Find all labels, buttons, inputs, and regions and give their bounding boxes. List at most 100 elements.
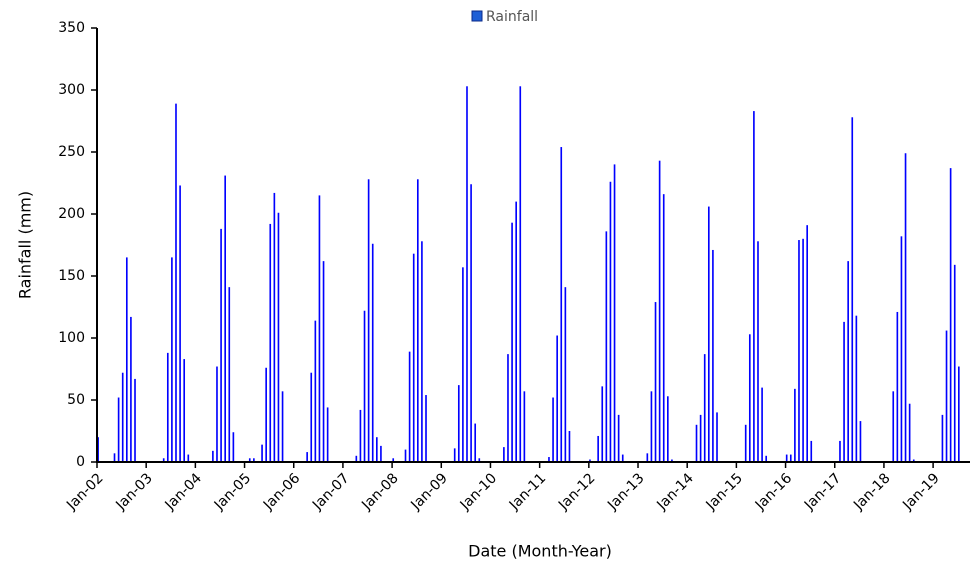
bar bbox=[269, 223, 272, 462]
bar bbox=[855, 315, 858, 462]
bar bbox=[277, 212, 280, 462]
bar bbox=[515, 201, 517, 462]
bar bbox=[802, 238, 804, 462]
bar bbox=[130, 316, 132, 462]
x-tick-label: Jan-08 bbox=[358, 470, 401, 513]
bar bbox=[474, 423, 477, 462]
bar bbox=[798, 240, 800, 462]
bar bbox=[806, 225, 808, 462]
bar bbox=[589, 459, 591, 462]
bar bbox=[703, 354, 706, 462]
bar bbox=[667, 396, 669, 462]
bar bbox=[609, 181, 612, 462]
bar bbox=[265, 367, 267, 462]
bar bbox=[597, 435, 599, 462]
bar bbox=[462, 267, 464, 462]
x-tick-label: Jan-03 bbox=[112, 470, 155, 513]
bar bbox=[220, 228, 222, 462]
bar bbox=[478, 458, 481, 462]
x-tick-label: Jan-17 bbox=[801, 470, 844, 513]
bar bbox=[650, 391, 653, 462]
x-tick-label: Jan-12 bbox=[555, 470, 598, 513]
bar bbox=[421, 241, 423, 462]
bar bbox=[839, 440, 841, 462]
x-tick-label: Jan-15 bbox=[703, 470, 746, 513]
bar bbox=[392, 458, 395, 462]
bar bbox=[695, 424, 698, 462]
y-tick-label: 50 bbox=[67, 392, 85, 408]
y-tick-label: 350 bbox=[58, 20, 85, 36]
legend-swatch bbox=[471, 10, 483, 22]
bar bbox=[166, 352, 169, 462]
x-tick-label: Jan-10 bbox=[457, 470, 500, 513]
bar bbox=[248, 458, 251, 462]
bar bbox=[900, 236, 903, 462]
bar bbox=[322, 261, 325, 462]
bar bbox=[359, 409, 362, 462]
bar bbox=[134, 378, 136, 462]
x-tick-label: Jan-18 bbox=[850, 470, 893, 513]
bar bbox=[765, 455, 768, 462]
bar bbox=[785, 454, 788, 462]
legend-label: Rainfall bbox=[486, 9, 538, 25]
x-tick-label: Jan-14 bbox=[653, 470, 697, 514]
bar bbox=[261, 444, 263, 462]
bar bbox=[859, 421, 862, 462]
bar bbox=[843, 321, 845, 462]
bar bbox=[453, 448, 456, 462]
x-tick-label: Jan-16 bbox=[752, 470, 796, 514]
y-tick-label: 0 bbox=[76, 454, 85, 470]
bar bbox=[511, 222, 513, 462]
x-tick-label: Jan-19 bbox=[899, 470, 942, 513]
bar bbox=[171, 257, 173, 462]
bar bbox=[412, 253, 415, 462]
bar bbox=[408, 351, 411, 462]
bar bbox=[707, 206, 710, 462]
x-tick-label: Jan-07 bbox=[309, 470, 352, 513]
bar bbox=[376, 437, 378, 462]
bar bbox=[810, 440, 813, 462]
bar bbox=[662, 194, 665, 462]
x-tick-label: Jan-02 bbox=[63, 470, 106, 513]
bar bbox=[416, 179, 419, 462]
bar bbox=[613, 164, 616, 462]
bar bbox=[621, 454, 624, 462]
bar bbox=[310, 372, 313, 462]
bar bbox=[281, 391, 284, 462]
bar bbox=[658, 160, 661, 462]
x-axis-title: Date (Month-Year) bbox=[468, 542, 612, 561]
bar bbox=[564, 287, 567, 462]
bar bbox=[224, 175, 226, 462]
bar bbox=[187, 454, 190, 462]
bar bbox=[216, 366, 218, 462]
x-tick-label: Jan-04 bbox=[162, 470, 206, 514]
bar bbox=[908, 403, 911, 462]
bar bbox=[507, 354, 509, 462]
bar bbox=[306, 452, 308, 462]
bar bbox=[568, 431, 571, 462]
bar bbox=[470, 184, 472, 463]
y-tick-label: 150 bbox=[58, 268, 85, 284]
bar bbox=[605, 231, 608, 462]
bar bbox=[179, 185, 181, 463]
bar bbox=[355, 455, 358, 462]
bar bbox=[212, 450, 214, 462]
bar bbox=[912, 459, 915, 462]
bar bbox=[748, 334, 751, 462]
bar bbox=[896, 311, 899, 462]
bar bbox=[113, 453, 116, 462]
y-tick-label: 300 bbox=[58, 82, 85, 98]
bar bbox=[232, 432, 235, 462]
bar bbox=[404, 449, 407, 462]
bar bbox=[273, 192, 276, 463]
bar bbox=[601, 386, 604, 462]
x-tick-label: Jan-11 bbox=[506, 470, 549, 513]
bar bbox=[125, 257, 128, 462]
bar bbox=[744, 424, 747, 462]
bar bbox=[552, 397, 554, 462]
bar bbox=[548, 457, 550, 462]
bar bbox=[117, 397, 120, 462]
bar bbox=[314, 320, 317, 462]
y-tick-label: 100 bbox=[58, 330, 85, 346]
